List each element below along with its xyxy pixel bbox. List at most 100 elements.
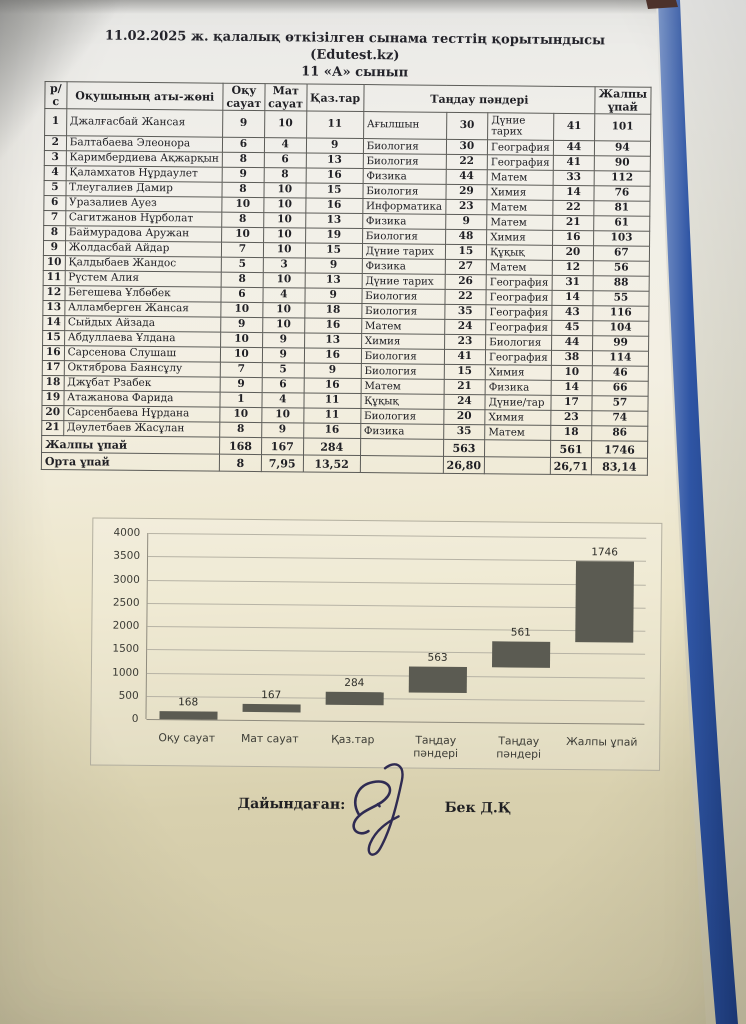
cell-score2: 10 bbox=[551, 365, 593, 381]
x-axis-category-label: Таңдау пәндері bbox=[496, 734, 542, 761]
cell-total: 67 bbox=[593, 245, 650, 262]
cell-num: 3 bbox=[44, 150, 67, 166]
cell-name: Қаламхатов Нұрдаулет bbox=[65, 165, 223, 183]
cell-score1: 35 bbox=[443, 424, 485, 440]
cell-reading: 7 bbox=[220, 362, 263, 378]
cell-subj1: Биология bbox=[361, 348, 445, 365]
cell-score1: 21 bbox=[443, 379, 486, 395]
cell-subj1: Матем bbox=[360, 378, 444, 395]
cell-num: 1 bbox=[44, 108, 67, 136]
cell-name: Джалғасбай Жансая bbox=[66, 108, 223, 138]
cell-math: 4 bbox=[262, 287, 305, 303]
cell-reading: 10 bbox=[221, 197, 264, 213]
cell-reading: 8 bbox=[222, 182, 264, 198]
cell-score2: 23 bbox=[550, 410, 593, 426]
cell-subj2: Химия bbox=[485, 364, 552, 381]
average-math: 7,95 bbox=[261, 454, 304, 472]
cell-kaz: 11 bbox=[303, 407, 361, 424]
y-axis-tick: 3000 bbox=[113, 573, 140, 586]
cell-subj1: Дүние тарих bbox=[362, 243, 446, 260]
cell-kaz: 16 bbox=[303, 377, 361, 394]
cell-score1: 24 bbox=[443, 394, 486, 410]
cell-num: 2 bbox=[44, 135, 67, 151]
cell-subj1: Биология bbox=[362, 228, 446, 245]
cell-total: 46 bbox=[592, 365, 649, 382]
cell-kaz: 16 bbox=[304, 317, 362, 334]
page-content: 11.02.2025 ж. қалалық өткізілген сынама … bbox=[41, 27, 663, 856]
cell-math: 3 bbox=[263, 257, 306, 273]
cell-name: Дәулетбаев Жасұлан bbox=[63, 420, 220, 438]
cell-score2: 45 bbox=[551, 320, 594, 336]
cell-num: 16 bbox=[42, 345, 65, 361]
cell-score1: 41 bbox=[444, 349, 486, 365]
cell-score1: 15 bbox=[443, 364, 486, 380]
average-empty-2 bbox=[484, 456, 551, 475]
average-total: 83,14 bbox=[591, 457, 648, 476]
totals-electives-1: 563 bbox=[443, 439, 485, 457]
gridline bbox=[148, 556, 647, 563]
average-electives-2: 26,71 bbox=[550, 457, 592, 475]
average-kaz: 13,52 bbox=[302, 454, 361, 473]
average-empty-1 bbox=[360, 455, 444, 474]
cell-reading: 8 bbox=[219, 422, 262, 438]
cell-score1: 20 bbox=[443, 409, 486, 425]
cell-num: 17 bbox=[42, 360, 65, 376]
y-axis-tick: 2000 bbox=[112, 619, 140, 632]
cell-score2: 16 bbox=[552, 230, 594, 246]
gridline bbox=[147, 625, 646, 632]
cell-subj2: Матем bbox=[486, 214, 553, 231]
header-electives: Таңдау пәндері bbox=[363, 84, 596, 114]
cell-score2: 43 bbox=[551, 305, 594, 321]
y-axis-tick: 2500 bbox=[112, 596, 140, 609]
cell-score2: 41 bbox=[553, 113, 596, 141]
cell-total: 76 bbox=[594, 185, 650, 202]
cell-subj2: География bbox=[485, 349, 552, 366]
cell-subj1: Физика bbox=[361, 258, 446, 275]
cell-num: 18 bbox=[42, 375, 64, 391]
cell-math: 8 bbox=[263, 167, 306, 183]
cell-total: 116 bbox=[593, 305, 649, 322]
cell-reading: 9 bbox=[220, 377, 263, 393]
cell-math: 10 bbox=[262, 317, 305, 333]
cell-name: Каримбердиева Ақжарқын bbox=[65, 150, 223, 168]
bar-value-label: 168 bbox=[178, 696, 199, 709]
cell-subj1: Информатика bbox=[362, 198, 446, 215]
header-num: р/с bbox=[44, 81, 67, 109]
cell-score2: 38 bbox=[551, 350, 593, 366]
cell-subj1: Физика bbox=[362, 213, 446, 230]
cell-kaz: 11 bbox=[306, 110, 364, 139]
cell-kaz: 18 bbox=[304, 302, 362, 319]
folder-blue-band bbox=[658, 0, 738, 1024]
cell-score1: 44 bbox=[445, 169, 488, 185]
cell-kaz: 9 bbox=[303, 362, 362, 379]
cell-kaz: 11 bbox=[303, 392, 361, 409]
cell-score1: 24 bbox=[444, 319, 486, 335]
cell-score1: 22 bbox=[444, 289, 487, 305]
cell-math: 6 bbox=[264, 152, 307, 168]
results-table: р/с Оқушының аты-жөні Оқу сауат Мат сауа… bbox=[41, 81, 651, 476]
cell-total: 86 bbox=[591, 425, 648, 442]
cell-name: Октяброва Баянсұлу bbox=[63, 360, 221, 378]
cell-math: 6 bbox=[261, 377, 304, 393]
cell-subj1: Биология bbox=[361, 303, 445, 320]
cell-kaz: 19 bbox=[305, 227, 363, 244]
cell-num: 11 bbox=[43, 270, 65, 286]
cell-total: 55 bbox=[593, 290, 649, 307]
cell-total: 88 bbox=[593, 275, 649, 292]
cell-subj2: География bbox=[487, 139, 554, 156]
cell-score2: 14 bbox=[552, 185, 595, 201]
cell-math: 10 bbox=[263, 227, 306, 243]
document-title: 11.02.2025 ж. қалалық өткізілген сынама … bbox=[55, 27, 655, 84]
cell-score2: 17 bbox=[550, 395, 593, 411]
cell-math: 4 bbox=[264, 137, 307, 153]
waterfall-bar bbox=[408, 666, 467, 694]
cell-score2: 31 bbox=[551, 275, 594, 291]
folder-edge bbox=[646, 0, 746, 1024]
cell-math: 10 bbox=[263, 197, 306, 213]
cell-reading: 10 bbox=[220, 347, 263, 363]
cell-num: 20 bbox=[41, 405, 64, 421]
cell-total: 94 bbox=[594, 140, 651, 157]
cell-score1: 30 bbox=[446, 112, 488, 140]
waterfall-bar bbox=[491, 641, 550, 668]
x-axis-line bbox=[146, 718, 645, 725]
